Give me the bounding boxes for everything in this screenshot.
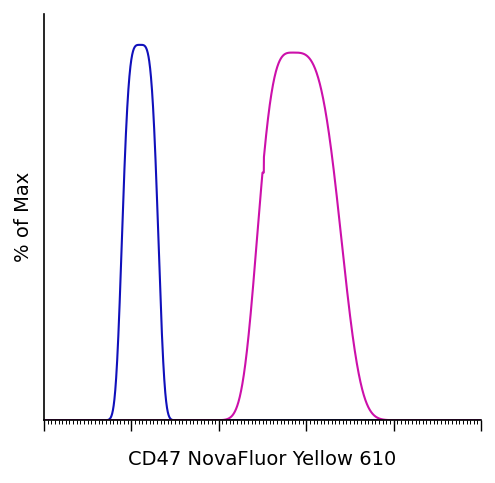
- Y-axis label: % of Max: % of Max: [14, 172, 33, 262]
- X-axis label: CD47 NovaFluor Yellow 610: CD47 NovaFluor Yellow 610: [128, 450, 396, 469]
